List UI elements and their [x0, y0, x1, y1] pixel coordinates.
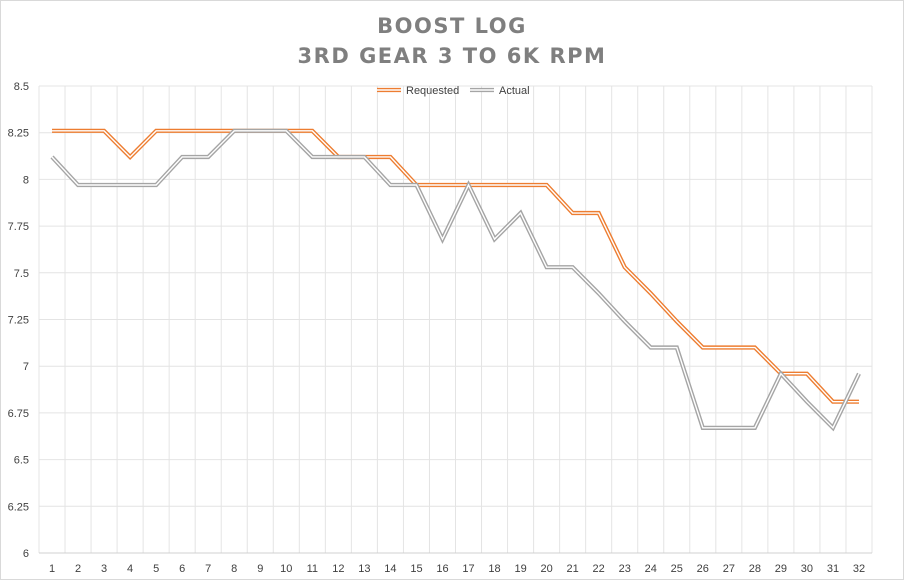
y-tick-label: 6.5 — [14, 455, 29, 467]
y-tick-label: 6 — [23, 548, 29, 560]
y-tick-label: 7.25 — [8, 315, 29, 327]
y-tick-label: 8.25 — [8, 128, 29, 140]
series-line-inner-actual — [51, 130, 860, 430]
x-tick-label: 20 — [540, 563, 552, 575]
x-tick-label: 12 — [332, 563, 344, 575]
x-tick-label: 8 — [231, 563, 237, 575]
y-tick-label: 6.25 — [8, 501, 29, 513]
x-tick-label: 14 — [384, 563, 396, 575]
x-tick-label: 32 — [853, 563, 865, 575]
x-tick-label: 25 — [671, 563, 683, 575]
x-tick-label: 17 — [462, 563, 474, 575]
x-tick-label: 27 — [723, 563, 735, 575]
series-actual — [50, 128, 861, 432]
legend: Requested Actual — [377, 85, 530, 97]
x-tick-label: 18 — [488, 563, 500, 575]
y-tick-label: 8.5 — [14, 81, 29, 93]
x-tick-label: 29 — [775, 563, 787, 575]
x-tick-label: 10 — [280, 563, 292, 575]
series-lines — [50, 128, 861, 432]
x-tick-label: 21 — [567, 563, 579, 575]
y-tick-label: 7.75 — [8, 221, 29, 233]
x-tick-label: 22 — [593, 563, 605, 575]
legend-item-requested: Requested — [377, 85, 459, 97]
y-tick-label: 8 — [23, 174, 29, 186]
x-tick-label: 9 — [257, 563, 263, 575]
x-tick-label: 26 — [697, 563, 709, 575]
x-tick-label: 30 — [801, 563, 813, 575]
series-requested — [52, 128, 859, 404]
x-tick-label: 23 — [619, 563, 631, 575]
x-tick-label: 4 — [127, 563, 133, 575]
y-tick-label: 6.75 — [8, 408, 29, 420]
series-line-inner-requested — [52, 130, 859, 403]
x-tick-label: 24 — [645, 563, 657, 575]
x-tick-label: 7 — [205, 563, 211, 575]
x-tick-label: 2 — [75, 563, 81, 575]
chart-title-line-2: 3RD GEAR 3 TO 6K RPM — [298, 44, 607, 68]
x-tick-label: 6 — [179, 563, 185, 575]
chart-title-line-1: BOOST LOG — [377, 14, 527, 38]
x-tick-label: 3 — [101, 563, 107, 575]
y-tick-label: 7.5 — [14, 268, 29, 280]
legend-item-actual: Actual — [470, 85, 530, 97]
legend-label: Actual — [499, 85, 530, 97]
legend-label: Requested — [406, 85, 459, 97]
x-tick-label: 19 — [514, 563, 526, 575]
x-tick-label: 16 — [436, 563, 448, 575]
x-tick-label: 11 — [307, 563, 318, 575]
x-tick-label: 28 — [749, 563, 761, 575]
y-tick-label: 7 — [23, 361, 29, 373]
x-tick-label: 5 — [153, 563, 159, 575]
x-tick-label: 1 — [49, 563, 55, 575]
x-tick-label: 31 — [827, 563, 839, 575]
x-tick-label: 15 — [410, 563, 422, 575]
x-tick-label: 13 — [358, 563, 370, 575]
